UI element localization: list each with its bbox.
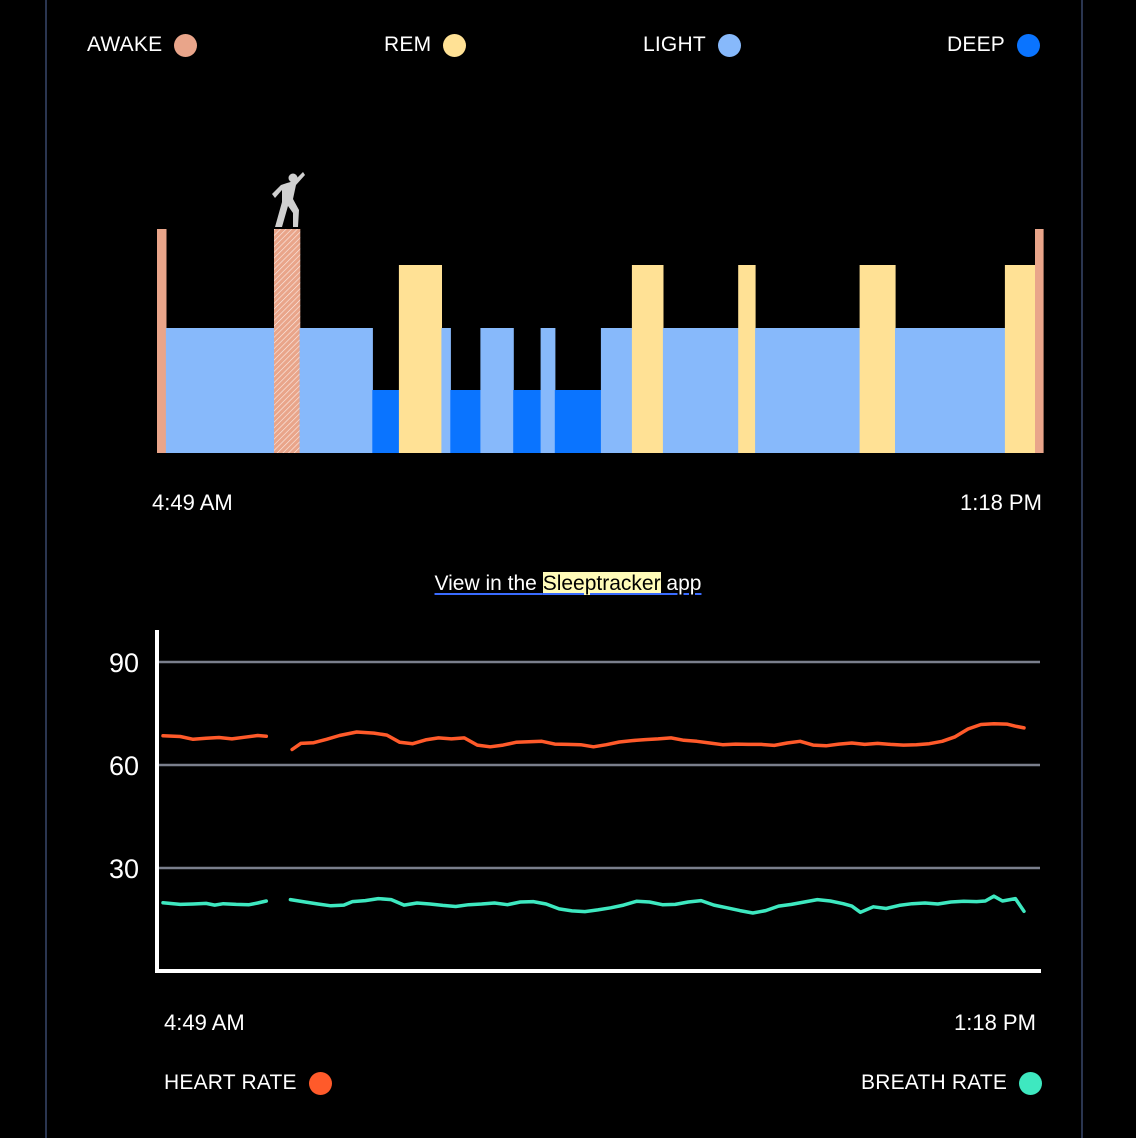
stage-bar-rem xyxy=(738,265,756,453)
stage-bar-light xyxy=(441,328,451,453)
legend-rem-label: REM xyxy=(384,33,432,56)
stage-bar-rem xyxy=(398,265,442,453)
legend-deep-label: DEEP xyxy=(947,33,1005,56)
stage-bar-rem xyxy=(859,265,896,453)
legend-breath-rate: BREATH RATE xyxy=(861,1071,1043,1095)
vitals-start-time: 4:49 AM xyxy=(164,1010,245,1035)
legend-light-dot xyxy=(717,33,741,57)
view-in-app-link[interactable]: View in the Sleeptracker app xyxy=(434,572,702,595)
breath-rate-line xyxy=(161,899,269,907)
heart-rate-line xyxy=(290,722,1026,752)
stage-bar-light xyxy=(600,328,633,453)
stage-bar-awake xyxy=(157,229,167,453)
legend-light: LIGHT xyxy=(643,33,741,57)
stage-bar-deep xyxy=(450,390,481,453)
stage-bar-light xyxy=(299,328,373,453)
stage-bar-light xyxy=(480,328,514,453)
y-tick-60: 60 xyxy=(109,751,139,781)
legend-rem-dot xyxy=(443,33,467,57)
vitals-y-ticks: 30 60 90 xyxy=(109,648,139,884)
vitals-end-time: 1:18 PM xyxy=(954,1010,1036,1035)
vitals-chart: 30 60 90 xyxy=(109,630,1041,973)
link-app-name: Sleeptracker xyxy=(542,572,661,595)
vitals-series xyxy=(161,722,1026,915)
hypnogram-bars xyxy=(157,229,1044,453)
link-prefix: View in the xyxy=(434,572,543,595)
screen-frame xyxy=(45,0,1083,1138)
y-tick-30: 30 xyxy=(109,854,139,884)
stage-bar-deep xyxy=(372,390,400,453)
legend-breath-rate-label: BREATH RATE xyxy=(861,1071,1008,1094)
legend-heart-rate-dot xyxy=(308,1071,332,1095)
hypnogram-start-time: 4:49 AM xyxy=(152,490,233,515)
stage-bar-light xyxy=(755,328,861,453)
stage-bar-rem xyxy=(631,265,664,453)
legend-heart-rate-label: HEART RATE xyxy=(164,1071,297,1094)
legend-light-label: LIGHT xyxy=(643,33,706,56)
stage-bar-deep xyxy=(554,390,602,453)
legend-awake: AWAKE xyxy=(87,33,198,57)
hypnogram-end-time: 1:18 PM xyxy=(960,490,1042,515)
link-suffix: app xyxy=(660,572,702,595)
y-tick-90: 90 xyxy=(109,648,139,678)
breath-rate-line xyxy=(288,894,1026,915)
legend-rem: REM xyxy=(384,33,467,57)
legend-awake-dot xyxy=(174,33,198,57)
hypnogram-chart xyxy=(157,172,1044,453)
legend-breath-rate-dot xyxy=(1019,1071,1043,1095)
stage-bar-awake xyxy=(274,229,301,453)
stage-bar-rem xyxy=(1004,265,1036,453)
heart-rate-line xyxy=(161,733,269,742)
view-in-app-row: View in the Sleeptracker app xyxy=(0,572,1136,596)
stage-bar-light xyxy=(540,328,556,453)
legend-deep: DEEP xyxy=(947,33,1040,57)
stage-bar-light xyxy=(662,328,739,453)
legend-awake-label: AWAKE xyxy=(87,33,163,56)
stage-bar-light xyxy=(165,328,275,453)
legend-heart-rate: HEART RATE xyxy=(164,1071,332,1095)
wake-event-icon xyxy=(272,172,305,227)
stage-bar-awake xyxy=(1035,229,1044,453)
legend-deep-dot xyxy=(1017,33,1040,57)
vitals-gridlines xyxy=(157,660,1040,870)
stage-bar-light xyxy=(895,328,1006,453)
stage-bar-deep xyxy=(513,390,542,453)
